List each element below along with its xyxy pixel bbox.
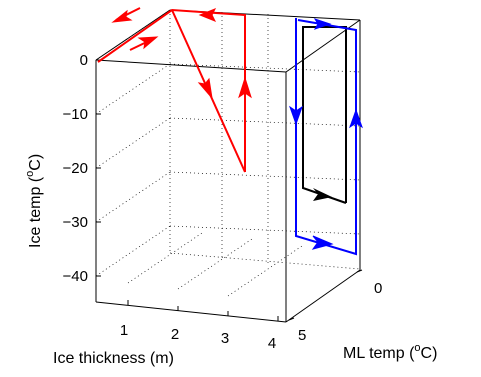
z-tick-label: −30 [63, 214, 88, 231]
x-tick-label: 4 [268, 335, 276, 352]
x-axis-label: Ice thickness (m) [53, 350, 174, 367]
z-axis-label-suffix: C) [27, 154, 44, 171]
y-axis-label-suffix: C) [421, 345, 438, 362]
blue-trajectory [295, 18, 357, 256]
z-axis-label-sup: o [24, 171, 36, 177]
x-tick-label: 1 [120, 322, 128, 339]
red-line [97, 8, 246, 172]
z-ticks [96, 59, 101, 277]
blue-arrow [311, 235, 334, 250]
red-trajectory [97, 7, 246, 173]
red-arrow [197, 77, 213, 100]
z-axis-label-prefix: Ice temp ( [27, 176, 44, 248]
y-axis-label-sup: o [414, 342, 420, 354]
blue-arrowheads [289, 18, 363, 250]
red-arrowheads [111, 8, 252, 100]
blue-line [295, 18, 357, 256]
z-tick-label: −20 [63, 160, 88, 177]
x-ticks [127, 300, 279, 321]
red-arrow [238, 76, 252, 99]
y-tick-label: 5 [298, 327, 306, 344]
red-arrow [137, 36, 159, 50]
x-tick-label: 3 [221, 330, 229, 347]
blue-arrow [313, 18, 332, 30]
red-arrow [111, 9, 133, 23]
black-arrow [313, 188, 332, 201]
black-trajectory [302, 26, 347, 204]
x-tick-label: 2 [171, 326, 179, 343]
z-tick-label: 0 [80, 52, 88, 69]
red-arrow [198, 8, 217, 22]
z-axis-label: Ice temp (oC) [24, 154, 44, 248]
z-tick-label: −40 [63, 268, 88, 285]
black-line [302, 26, 347, 204]
y-axis-label: ML temp (oC) [343, 342, 437, 362]
y-ticks [288, 269, 363, 321]
y-tick-label: 0 [374, 280, 382, 297]
blue-arrow [349, 108, 363, 129]
axis-box [95, 9, 361, 323]
y-axis-label-prefix: ML temp ( [343, 345, 415, 362]
grid [95, 9, 361, 297]
z-tick-label: −10 [63, 106, 88, 123]
blue-arrow [289, 105, 303, 126]
